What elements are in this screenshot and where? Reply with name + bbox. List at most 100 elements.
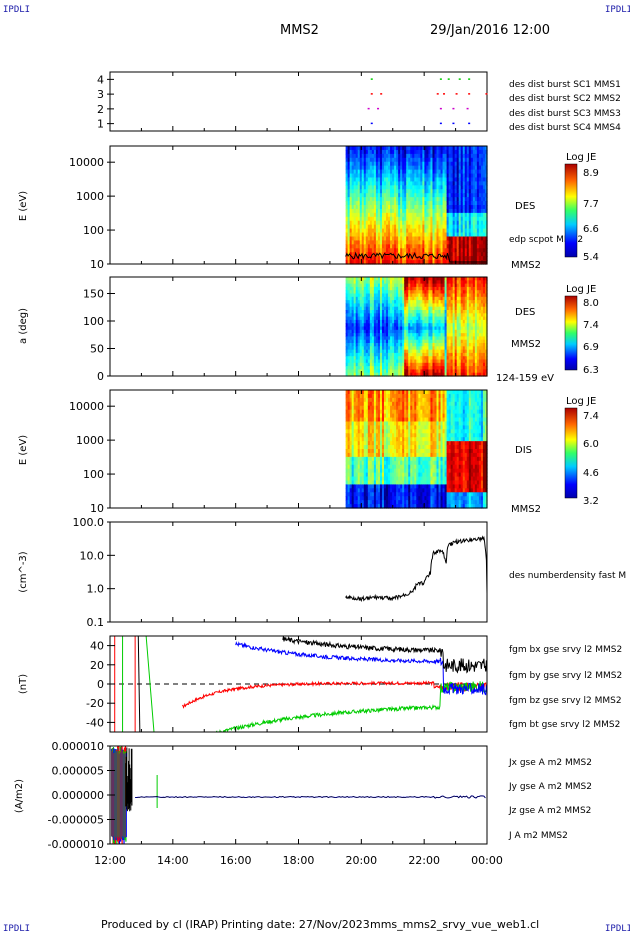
heatmap-cell [424,181,428,186]
heatmap-cell [353,359,357,364]
heatmap-cell [390,484,393,489]
heatmap-cell [434,352,438,357]
heatmap-cell [363,359,367,364]
heatmap-cell [351,366,355,370]
heatmap-cell [484,173,488,179]
heatmap-cell [408,362,411,367]
heatmap-cell [386,369,389,374]
heatmap-cell [414,224,417,230]
heatmap-cell [468,323,472,328]
heatmap-cell [448,244,452,249]
heatmap-cell [349,476,353,482]
heatmap-cell [388,472,391,478]
heatmap-cell [371,352,375,357]
heatmap-cell [396,319,399,324]
heatmap-cell [464,189,468,194]
heatmap-cell [416,256,419,261]
heatmap-cell [458,303,462,308]
heatmap-cell [371,429,375,434]
heatmap-cell [379,165,383,171]
heatmap-cell [424,356,428,361]
heatmap-cell [476,173,480,179]
heatmap-cell [440,193,444,198]
heatmap-cell [482,205,486,210]
heatmap-cell [458,336,462,341]
heatmap-cell [404,220,407,226]
heatmap-cell [414,216,417,222]
heatmap-cell [416,220,419,226]
heatmap-cell [454,293,458,298]
heatmap-cell [345,500,349,505]
heatmap-cell [390,329,393,334]
heatmap-cell [388,169,391,175]
y-tick-label: 100 [83,315,104,328]
heatmap-cell [450,189,454,194]
heatmap-cell [464,177,468,182]
heatmap-cell [381,165,385,171]
heatmap-cell [440,224,444,230]
heatmap-cell [400,173,403,179]
heatmap-cell [369,316,373,321]
colorbar1 [564,163,578,258]
heatmap-cell [446,197,450,202]
heatmap-cell [379,445,383,450]
heatmap-cell [464,208,468,214]
heatmap-cell [466,293,470,298]
heatmap-cell [390,413,393,419]
heatmap-cell [375,228,379,234]
heatmap-cell [458,346,462,351]
heatmap-cell [484,208,488,214]
heatmap-cell [373,293,377,298]
heatmap-cell [388,362,391,367]
heatmap-cell [406,329,409,334]
heatmap-cell [432,306,436,311]
heatmap-cell [369,319,373,324]
heatmap-cell [468,286,472,291]
heatmap-cell [412,372,415,377]
heatmap-cell [377,390,381,395]
heatmap-cell [436,165,440,171]
heatmap-cell [347,441,351,446]
heatmap-cell [474,369,478,374]
heatmap-cell [355,236,359,241]
heatmap-cell [416,349,419,354]
heatmap-cell [367,208,371,214]
heatmap-cell [450,343,454,347]
heatmap-cell [420,326,423,331]
heatmap-cell [396,173,399,179]
heatmap-cell [388,173,391,179]
heatmap-cell [351,480,355,485]
heatmap-cell [442,244,446,249]
heatmap-cell [381,441,385,446]
heatmap-cell [386,417,389,423]
heatmap-cell [402,352,405,357]
heatmap-cell [478,177,482,182]
heatmap-cell [361,189,365,194]
heatmap-cell [480,228,484,234]
heatmap-cell [359,296,363,301]
heatmap-cell [365,409,369,415]
heatmap-cell [454,252,458,257]
heatmap-cell [371,476,375,482]
heatmap-cell [392,306,395,311]
heatmap-cell [345,492,349,497]
heatmap-cell [369,369,373,374]
heatmap-cell [432,280,436,285]
heatmap-cell [478,165,482,171]
heatmap-cell [349,232,353,238]
heatmap-cell [363,421,367,426]
heatmap-cell [450,248,454,253]
heatmap-cell [355,280,359,285]
heatmap-cell [365,326,369,331]
heatmap-cell [390,339,393,344]
heatmap-cell [442,372,446,377]
heatmap-cell [406,319,409,324]
heatmap-cell [369,359,373,364]
heatmap-cell [434,277,438,281]
heatmap-cell [367,456,371,462]
heatmap-cell [466,157,470,163]
heatmap-cell [408,346,411,351]
heatmap-cell [369,362,373,367]
heatmap-cell [357,306,361,311]
heatmap-cell [432,216,436,222]
